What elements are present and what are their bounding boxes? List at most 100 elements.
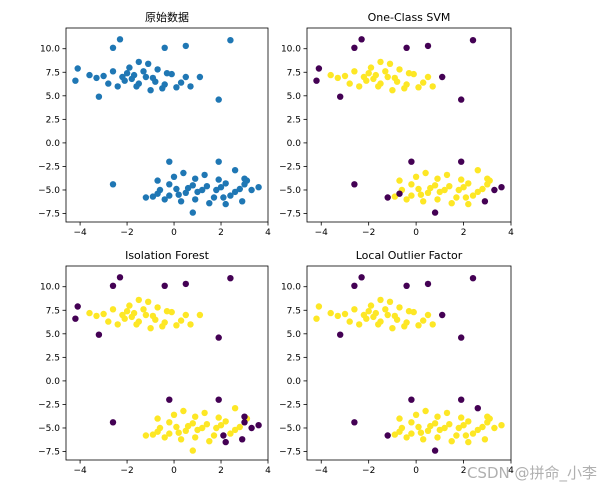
inlier-point — [396, 428, 403, 435]
data-point — [182, 42, 189, 50]
inlier-point — [436, 426, 443, 434]
data-point — [163, 70, 171, 77]
outlier-point — [408, 158, 415, 165]
inlier-point — [403, 196, 410, 203]
inlier-point — [196, 311, 204, 319]
inlier-point — [363, 77, 370, 84]
inlier-point — [415, 423, 422, 431]
x-tick-label: 4 — [265, 228, 271, 238]
outlier-point — [337, 93, 344, 100]
inlier-point — [448, 200, 455, 207]
inlier-point — [424, 311, 432, 319]
data-point — [170, 173, 178, 180]
inlier-point — [356, 321, 363, 328]
data-point — [142, 194, 150, 201]
inlier-point — [401, 323, 408, 330]
data-point — [189, 209, 196, 216]
inlier-point — [327, 309, 334, 317]
data-point — [189, 182, 196, 189]
inlier-point — [462, 194, 470, 201]
inlier-point — [484, 413, 491, 420]
data-point — [201, 171, 208, 179]
data-point — [109, 68, 117, 75]
inlier-point — [460, 422, 467, 429]
outlier-point — [222, 438, 229, 446]
data-point — [145, 60, 152, 67]
y-tick-label: −7.5 — [279, 448, 301, 458]
y-tick-label: −2.5 — [38, 400, 60, 410]
data-point — [74, 65, 81, 72]
data-point — [105, 80, 112, 87]
inlier-point — [434, 413, 441, 420]
data-point — [241, 181, 248, 188]
data-point — [177, 79, 185, 86]
inlier-point — [346, 318, 353, 325]
data-point — [187, 83, 194, 90]
x-tick-label: 0 — [171, 466, 177, 476]
y-tick-label: 0.0 — [287, 377, 302, 387]
inlier-point — [206, 438, 213, 445]
inlier-point — [424, 189, 432, 196]
data-point — [222, 180, 229, 187]
inlier-point — [114, 321, 121, 328]
inlier-point — [458, 414, 465, 421]
inlier-point — [217, 422, 225, 429]
subplot-3: Isolation Forest −4 −2 0 2 4 −7.5 −5.0 −2.5 0.0 2.… — [38, 249, 271, 476]
outlier-point — [458, 396, 465, 403]
inlier-point — [453, 432, 460, 439]
data-point — [220, 194, 227, 201]
outlier-point — [351, 282, 358, 289]
data-point — [196, 73, 204, 81]
inlier-point — [187, 321, 194, 328]
inlier-point — [441, 424, 448, 432]
outlier-point — [424, 42, 432, 50]
inlier-point — [386, 298, 394, 305]
inlier-point — [448, 438, 455, 445]
data-point — [182, 73, 189, 81]
inlier-point — [446, 183, 453, 190]
axes-frame — [65, 27, 269, 223]
inlier-point — [170, 411, 178, 418]
inlier-point — [149, 431, 157, 438]
x-tick-label: −4 — [315, 466, 329, 476]
y-tick-label: −7.5 — [38, 448, 60, 458]
data-point — [177, 198, 185, 205]
outlier-point — [215, 334, 222, 341]
axes-frame — [306, 265, 512, 461]
inlier-point — [356, 83, 363, 90]
data-point — [154, 190, 161, 197]
inlier-point — [481, 436, 489, 443]
inlier-point — [408, 430, 415, 437]
y-tick-label: 0.0 — [46, 139, 61, 149]
data-point — [126, 64, 133, 71]
outlier-point — [351, 181, 358, 188]
outlier-point — [337, 331, 344, 338]
inlier-point — [231, 405, 239, 412]
data-point — [173, 84, 180, 91]
subplot-title: Isolation Forest — [125, 249, 210, 262]
inlier-point — [405, 70, 413, 77]
inlier-point — [424, 427, 432, 434]
outlier-point — [458, 96, 465, 103]
data-point — [248, 186, 255, 194]
inlier-point — [203, 421, 211, 428]
y-tick-label: −5.0 — [279, 424, 301, 434]
data-point — [203, 183, 211, 190]
outlier-point — [351, 419, 358, 426]
y-tick-label: −2.5 — [38, 162, 60, 172]
inlier-point — [384, 311, 391, 319]
y-tick-label: −5.0 — [38, 186, 60, 196]
outlier-point — [431, 447, 439, 454]
inlier-point — [351, 306, 358, 313]
data-point — [154, 177, 161, 184]
inlier-point — [145, 298, 152, 305]
outlier-point — [439, 311, 446, 319]
data-point — [231, 167, 239, 174]
y-tick-label: 0.0 — [46, 377, 61, 387]
inlier-point — [175, 429, 182, 436]
inlier-point — [434, 175, 441, 182]
y-tick-label: 5.0 — [46, 330, 61, 340]
y-tick-label: 10.0 — [281, 45, 301, 55]
data-point — [192, 175, 199, 182]
inlier-point — [93, 312, 100, 320]
